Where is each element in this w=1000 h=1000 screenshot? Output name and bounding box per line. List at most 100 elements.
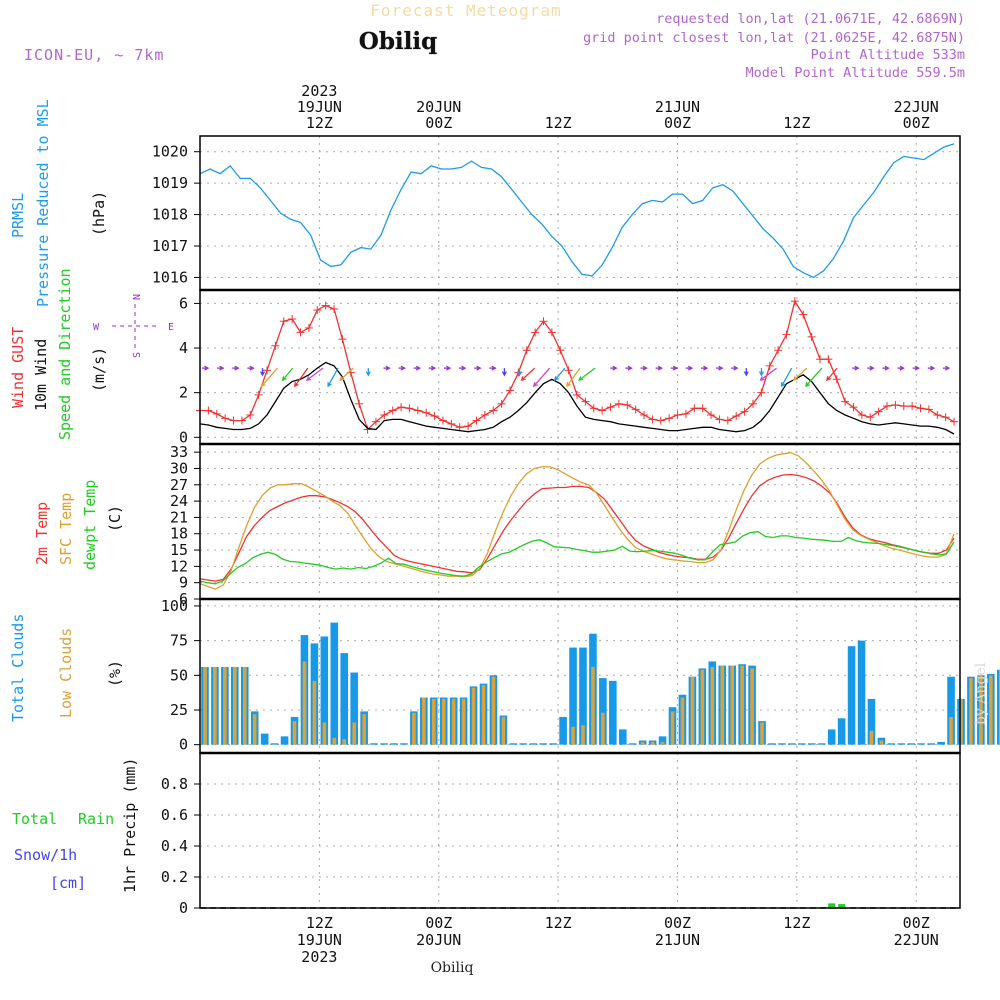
low-cloud-bar bbox=[740, 665, 744, 745]
low-cloud-bar bbox=[292, 721, 297, 745]
low-cloud-bar bbox=[451, 698, 456, 745]
low-cloud-bar bbox=[362, 714, 366, 745]
total-cloud-bar bbox=[380, 743, 388, 745]
total-cloud-bar bbox=[827, 729, 836, 745]
temperature-ytick-label: 24 bbox=[170, 492, 188, 510]
clouds-ytick-label: 100 bbox=[161, 597, 188, 615]
wind-direction-arrow bbox=[793, 367, 808, 381]
dewpt-label: dewpt Temp bbox=[81, 480, 99, 570]
pressure-label-unit: (hPa) bbox=[90, 191, 108, 236]
low-cloud-bar bbox=[233, 666, 237, 745]
wind-direction-arrow bbox=[533, 367, 551, 387]
wind-direction-arrow bbox=[566, 367, 581, 387]
total-cloud-bar bbox=[807, 743, 816, 745]
low-cloud-bar bbox=[501, 716, 506, 745]
wind-direction-arrow bbox=[554, 367, 566, 381]
wind-direction-arrowhead bbox=[476, 365, 482, 371]
sfc-temp-line bbox=[199, 452, 955, 590]
gust-label: Wind GUST bbox=[9, 327, 27, 408]
wind-direction-arrowhead bbox=[657, 365, 663, 371]
low-cloud-bar bbox=[650, 741, 655, 745]
pressure-label-prmsl: PRMSL bbox=[9, 193, 27, 238]
wind-direction-arrowhead bbox=[517, 371, 522, 377]
total-cloud-bar bbox=[798, 743, 806, 745]
wind-direction-arrowhead bbox=[687, 365, 694, 371]
dewpt-temp-line bbox=[199, 530, 955, 585]
low-cloud-bar bbox=[670, 711, 675, 745]
low-cloud-bar bbox=[591, 666, 595, 745]
total-cloud-bar bbox=[778, 743, 786, 745]
precip-frame bbox=[199, 752, 961, 909]
bottom-time-label: 12Z bbox=[783, 914, 810, 932]
total-cloud-bar bbox=[280, 736, 289, 745]
precip-rain-label: Rain bbox=[78, 810, 114, 828]
low-cloud-bar bbox=[869, 730, 874, 745]
pressure-label-msl: Pressure Reduced to MSL bbox=[34, 99, 52, 307]
wind-direction-arrow bbox=[282, 367, 294, 381]
total-cloud-bar bbox=[599, 678, 607, 745]
total-cloud-bar bbox=[788, 743, 796, 745]
total-cloud-bar bbox=[867, 698, 876, 745]
clouds-ytick-label: 75 bbox=[170, 632, 188, 650]
low-cloud-bar bbox=[989, 675, 993, 745]
temperature-ytick-label: 15 bbox=[170, 541, 188, 559]
precip-snow-label: Snow/1h bbox=[14, 846, 77, 864]
bottom-time-label: 12Z bbox=[306, 914, 333, 932]
low-cloud-bar bbox=[431, 698, 436, 745]
2m-temp-line bbox=[199, 473, 955, 582]
low-cloud-bar bbox=[342, 739, 347, 745]
wind-direction-arrowhead bbox=[805, 382, 810, 388]
direction-label: Speed and Direction bbox=[56, 268, 74, 440]
wind-label: 10m Wind bbox=[32, 339, 50, 411]
top-time-label: 00Z bbox=[903, 114, 930, 132]
compass-rose: N S W E bbox=[93, 294, 174, 358]
total-cloud-bar bbox=[947, 676, 955, 745]
station-title: Obiliq bbox=[359, 28, 437, 55]
bottom-time-label: 22JUN bbox=[894, 931, 939, 949]
wind-direction-arrowhead bbox=[627, 365, 633, 371]
total-clouds-label: Total Clouds bbox=[9, 614, 27, 722]
total-cloud-bar bbox=[350, 672, 358, 745]
low-cloud-bar bbox=[223, 666, 227, 745]
wind-direction-arrowhead bbox=[305, 376, 311, 381]
low-cloud-bar bbox=[690, 676, 695, 745]
clouds-panel: 0 25 50 75 100 bbox=[161, 597, 1000, 754]
wind-ytick-label: 0 bbox=[179, 428, 188, 446]
pressure-ytick-label: 1020 bbox=[152, 143, 188, 161]
wind-ytick-label: 2 bbox=[179, 384, 188, 402]
wind-direction-arrowhead bbox=[339, 376, 345, 382]
low-cloud-bar bbox=[461, 698, 466, 745]
low-cloud-bar bbox=[312, 680, 317, 745]
total-cloud-bar bbox=[330, 622, 339, 745]
wind-direction-arrowhead bbox=[781, 382, 786, 388]
wind-direction-arrowhead bbox=[672, 365, 679, 371]
wind-direction-arrowhead bbox=[884, 365, 890, 371]
temp2m-label: 2m Temp bbox=[33, 502, 51, 565]
top-time-label: 2023 bbox=[301, 82, 337, 100]
total-cloud-bar bbox=[937, 741, 945, 745]
temperature-ytick-label: 9 bbox=[179, 574, 188, 592]
10m-wind-line bbox=[199, 361, 955, 435]
total-cloud-bar bbox=[509, 743, 518, 745]
wind-direction-arrow bbox=[521, 367, 536, 381]
wind-direction-arrowhead bbox=[260, 371, 265, 377]
total-cloud-bar bbox=[579, 647, 587, 745]
bottom-time-label: 19JUN bbox=[297, 931, 342, 949]
low-cloud-bar bbox=[491, 676, 496, 745]
low-cloud-bar bbox=[760, 722, 764, 745]
low-cloud-bar bbox=[680, 697, 685, 745]
low-cloud-bar bbox=[959, 698, 963, 745]
total-cloud-bar bbox=[887, 743, 896, 745]
temperature-ytick-label: 33 bbox=[170, 443, 188, 461]
wind-panel: 0 2 4 6 bbox=[179, 289, 961, 446]
total-cloud-bar bbox=[768, 743, 776, 745]
low-cloud-bar bbox=[203, 666, 207, 745]
clouds-ytick-label: 50 bbox=[170, 666, 188, 684]
wind-direction-arrowhead bbox=[869, 365, 875, 371]
sfctemp-label: SFC Temp bbox=[57, 493, 75, 565]
temperature-ytick-label: 18 bbox=[170, 525, 188, 543]
pressure-frame bbox=[199, 135, 961, 291]
top-time-label: 21JUN bbox=[655, 98, 700, 116]
wind-direction-arrowhead bbox=[792, 376, 798, 382]
total-cloud-bar bbox=[907, 743, 916, 745]
